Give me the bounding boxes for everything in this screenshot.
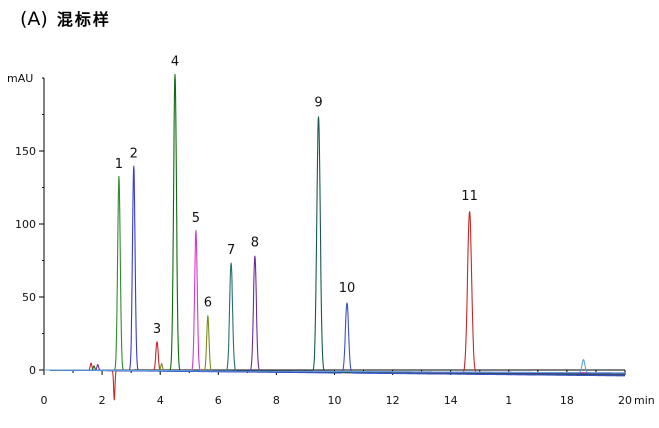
panel-label: (A) bbox=[20, 8, 48, 30]
x-tick-label: 14 bbox=[444, 394, 458, 407]
peak-label-2: 2 bbox=[130, 147, 138, 162]
y-axis-unit: mAU bbox=[7, 72, 33, 85]
peak-label-11: 11 bbox=[461, 189, 478, 204]
y-tick-label: 0 bbox=[29, 364, 36, 377]
peak-label-9: 9 bbox=[314, 96, 322, 111]
y-tick-label: 50 bbox=[22, 291, 36, 304]
trace-lightblue bbox=[43, 359, 626, 374]
x-tick-label: 0 bbox=[41, 394, 48, 407]
y-tick-label: 150 bbox=[15, 145, 36, 158]
peak-label-6: 6 bbox=[204, 296, 212, 311]
x-tick-label: 1 bbox=[505, 394, 512, 407]
x-tick-label: 12 bbox=[386, 394, 400, 407]
x-tick-label: 6 bbox=[215, 394, 222, 407]
x-axis-unit: min bbox=[634, 394, 655, 407]
figure-title: (A) 混标样 bbox=[20, 6, 111, 30]
x-tick-label: 8 bbox=[273, 394, 280, 407]
x-tick-label: 10 bbox=[328, 394, 342, 407]
peak-label-1: 1 bbox=[115, 157, 123, 172]
x-tick-label: 20 bbox=[618, 394, 632, 407]
peak-label-4: 4 bbox=[171, 55, 179, 70]
trace-blue bbox=[43, 165, 626, 375]
peak-label-5: 5 bbox=[192, 211, 200, 226]
peak-label-10: 10 bbox=[339, 281, 356, 296]
peak-label-8: 8 bbox=[251, 236, 259, 251]
x-tick-label: 4 bbox=[157, 394, 164, 407]
peak-label-3: 3 bbox=[153, 322, 161, 337]
x-tick-label: 2 bbox=[99, 394, 106, 407]
y-tick-label: 100 bbox=[15, 218, 36, 231]
x-tick-label: 18 bbox=[560, 394, 574, 407]
peak-label-7: 7 bbox=[227, 243, 235, 258]
figure-title-text: 混标样 bbox=[56, 10, 111, 29]
